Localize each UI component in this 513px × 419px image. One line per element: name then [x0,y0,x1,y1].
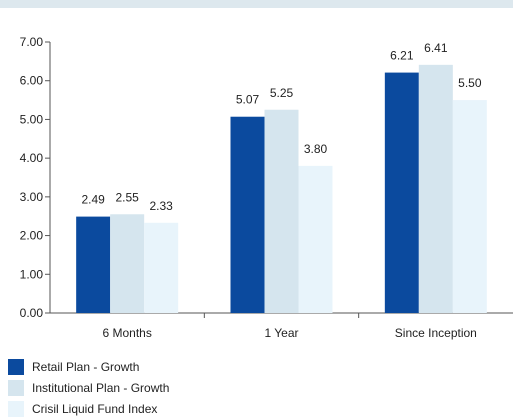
x-tick-label: 1 Year [264,326,298,340]
legend-swatch-institutional [8,379,24,396]
bar [230,116,265,314]
bar [418,64,453,313]
legend: Retail Plan - Growth Institutional Plan … [8,356,169,419]
legend-item-index: Crisil Liquid Fund Index [8,398,169,419]
legend-item-retail: Retail Plan - Growth [8,356,169,377]
header-band [0,0,513,8]
bar [452,100,487,313]
bar [298,165,333,313]
data-label: 6.21 [390,49,414,63]
legend-swatch-retail [8,358,24,375]
bar [76,216,111,313]
bar [264,109,299,313]
data-label: 3.80 [304,142,328,156]
legend-item-institutional: Institutional Plan - Growth [8,377,169,398]
y-tick-label: 7.00 [20,35,44,49]
x-tick-label: Since Inception [395,326,477,340]
y-tick-label: 6.00 [20,74,44,88]
bar [110,214,145,313]
data-label: 6.41 [424,41,448,55]
legend-label-index: Crisil Liquid Fund Index [32,401,158,416]
x-tick-label: 6 Months [102,326,151,340]
data-label: 2.33 [149,199,173,213]
data-label: 2.49 [81,193,105,207]
data-label: 5.07 [236,93,260,107]
bar [144,222,179,313]
y-tick-label: 2.00 [20,229,44,243]
bar-chart: 0.00 1.00 2.00 3.00 4.00 5.00 6.00 7.00 6 Months… [20,35,513,340]
bar [384,72,419,313]
y-tick-label: 4.00 [20,151,44,165]
y-tick-label: 3.00 [20,190,44,204]
y-tick-label: 0.00 [20,306,44,320]
y-tick-label: 1.00 [20,267,44,281]
legend-label-retail: Retail Plan - Growth [32,359,140,374]
legend-label-institutional: Institutional Plan - Growth [32,380,170,395]
data-label: 5.50 [458,76,482,90]
y-tick-label: 5.00 [20,112,44,126]
data-label: 2.55 [115,190,139,204]
legend-swatch-index [8,400,24,417]
data-label: 5.25 [270,86,294,100]
